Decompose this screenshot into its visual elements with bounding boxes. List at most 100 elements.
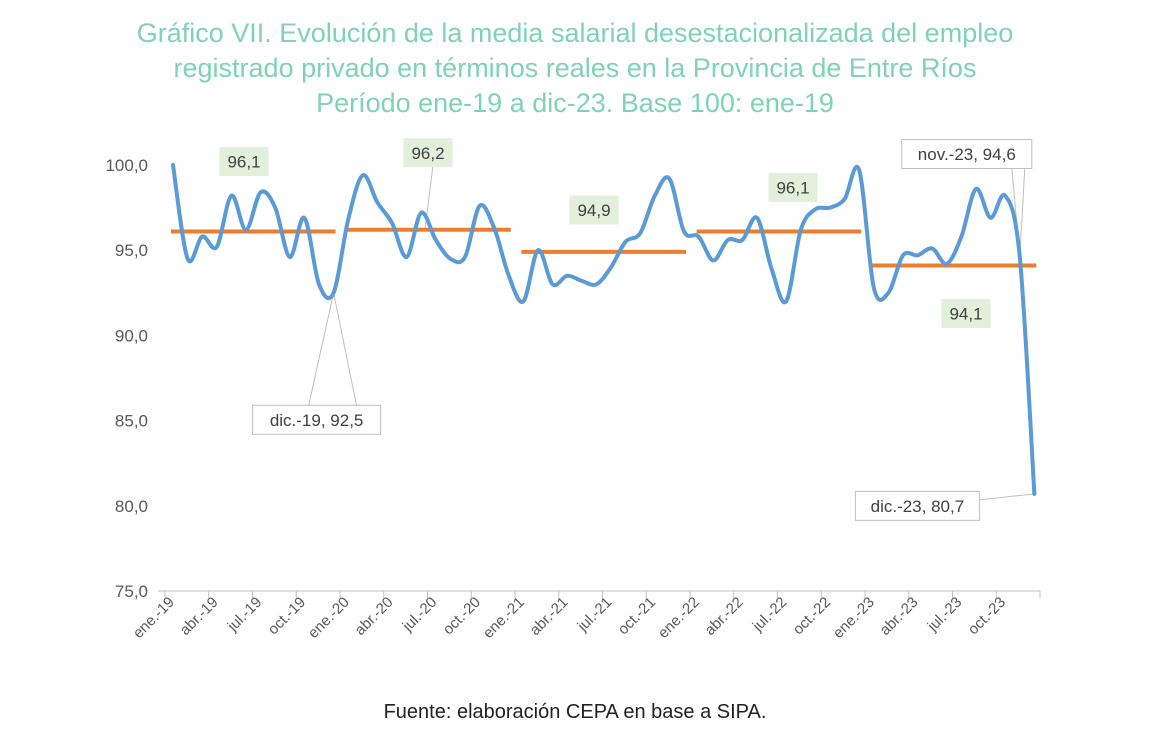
data-label-box: [219, 146, 269, 176]
data-point: [493, 226, 496, 230]
data-point: [478, 204, 481, 208]
data-point: [931, 247, 934, 250]
data-point: [551, 283, 554, 286]
y-tick-label: 100,0: [105, 156, 148, 175]
x-tick-label: oct.-20: [440, 594, 484, 638]
x-tick-label: abr.-20: [352, 594, 397, 639]
data-point: [1004, 194, 1007, 197]
data-point: [507, 274, 510, 277]
data-label: dic.-23, 80,7: [871, 497, 965, 516]
data-point: [624, 240, 627, 243]
data-point: [945, 262, 948, 266]
data-point: [770, 267, 773, 271]
data-point: [872, 286, 875, 289]
data-point: [566, 274, 569, 277]
data-point: [799, 228, 802, 231]
data-point: [653, 194, 656, 197]
data-label: 96,1: [227, 152, 260, 171]
data-point: [887, 291, 890, 294]
data-label: 96,1: [776, 178, 809, 197]
data-point: [901, 254, 905, 257]
label-connector: [333, 292, 358, 406]
data-point: [580, 279, 583, 283]
data-point: [639, 231, 642, 235]
data-point: [244, 228, 248, 231]
label-connector: [308, 292, 335, 406]
data-point: [741, 238, 744, 242]
x-tick-label: abr.-23: [877, 594, 922, 639]
data-label: nov.-23, 94,6: [918, 145, 1016, 164]
y-tick-label: 80,0: [115, 497, 148, 516]
data-point: [186, 257, 189, 260]
label-connector: [1019, 167, 1026, 258]
data-point: [668, 177, 671, 180]
data-point: [215, 245, 218, 248]
data-point: [960, 235, 963, 238]
data-point: [449, 257, 452, 260]
data-point: [274, 206, 277, 209]
data-point: [522, 300, 525, 303]
data-point: [390, 221, 394, 225]
x-tick-label: ene.-23: [830, 594, 878, 642]
data-labels: 96,1 96,2 94,9 96,1 94,1 dic.-19, 92,5 nov.-23…: [219, 138, 1033, 521]
data-point: [536, 249, 540, 252]
x-tick-label: jul.-20: [399, 594, 441, 636]
data-label-box: [854, 490, 980, 521]
chart-title-line-2: registrado privado en términos reales en…: [173, 53, 977, 83]
data-point: [843, 197, 846, 201]
data-point: [332, 291, 335, 294]
data-point: [230, 194, 233, 197]
data-point: [376, 201, 379, 204]
data-point: [361, 174, 364, 177]
x-tick-label: abr.-21: [527, 594, 572, 639]
data-point: [405, 255, 408, 259]
data-point: [463, 255, 467, 259]
data-point: [1033, 492, 1036, 496]
x-tick-label: ene.-20: [305, 594, 353, 642]
data-point: [814, 208, 817, 211]
x-tick-label: jul.-21: [574, 594, 616, 636]
data-label: 94,1: [949, 305, 982, 324]
y-tick-label: 85,0: [115, 412, 148, 431]
x-tick-label: oct.-19: [265, 594, 309, 638]
data-point: [682, 230, 686, 233]
chart-title-line-1: Gráfico VII. Evolución de la media salar…: [136, 18, 1014, 48]
label-connectors: [308, 164, 1035, 501]
x-tick-label: jul.-23: [924, 594, 966, 636]
data-point: [974, 187, 978, 191]
data-point: [288, 255, 291, 259]
data-label-box: [403, 138, 453, 168]
y-tick-label: 75,0: [115, 582, 148, 601]
data-label-box: [901, 139, 1033, 170]
data-label: 96,2: [411, 144, 444, 163]
data-point: [434, 238, 437, 242]
data-point: [171, 163, 175, 167]
data-label-box: [768, 172, 818, 202]
chart-title-line-3: Período ene-19 a dic-23. Base 100: ene-1…: [316, 88, 834, 118]
data-label: dic.-19, 92,5: [270, 411, 364, 430]
x-tick-label: ene.-22: [655, 594, 703, 642]
data-point: [1018, 255, 1021, 259]
data-point: [347, 218, 350, 221]
label-connector: [979, 493, 1035, 501]
x-tick-label: jul.-22: [749, 594, 791, 636]
series-group: [171, 163, 1037, 496]
data-point: [828, 206, 832, 209]
data-point: [317, 283, 321, 286]
x-tick-label: oct.-23: [965, 594, 1009, 638]
data-label: 94,9: [577, 201, 610, 220]
data-point: [201, 235, 204, 238]
data-point: [595, 283, 598, 286]
average-lines: [171, 227, 1037, 268]
chart-title: Gráfico VII. Evolución de la media salar…: [0, 16, 1150, 121]
x-tick-label: abr.-19: [177, 594, 222, 639]
data-point: [609, 266, 613, 269]
x-tick-label: abr.-22: [702, 594, 747, 639]
data-label-box: [569, 195, 619, 225]
x-tick-label: ene.-19: [130, 594, 178, 642]
data-point: [712, 259, 715, 262]
data-point: [259, 191, 262, 194]
y-tick-label: 90,0: [115, 326, 148, 345]
data-point: [989, 216, 992, 220]
source-note: Fuente: elaboración CEPA en base a SIPA.: [383, 701, 767, 723]
